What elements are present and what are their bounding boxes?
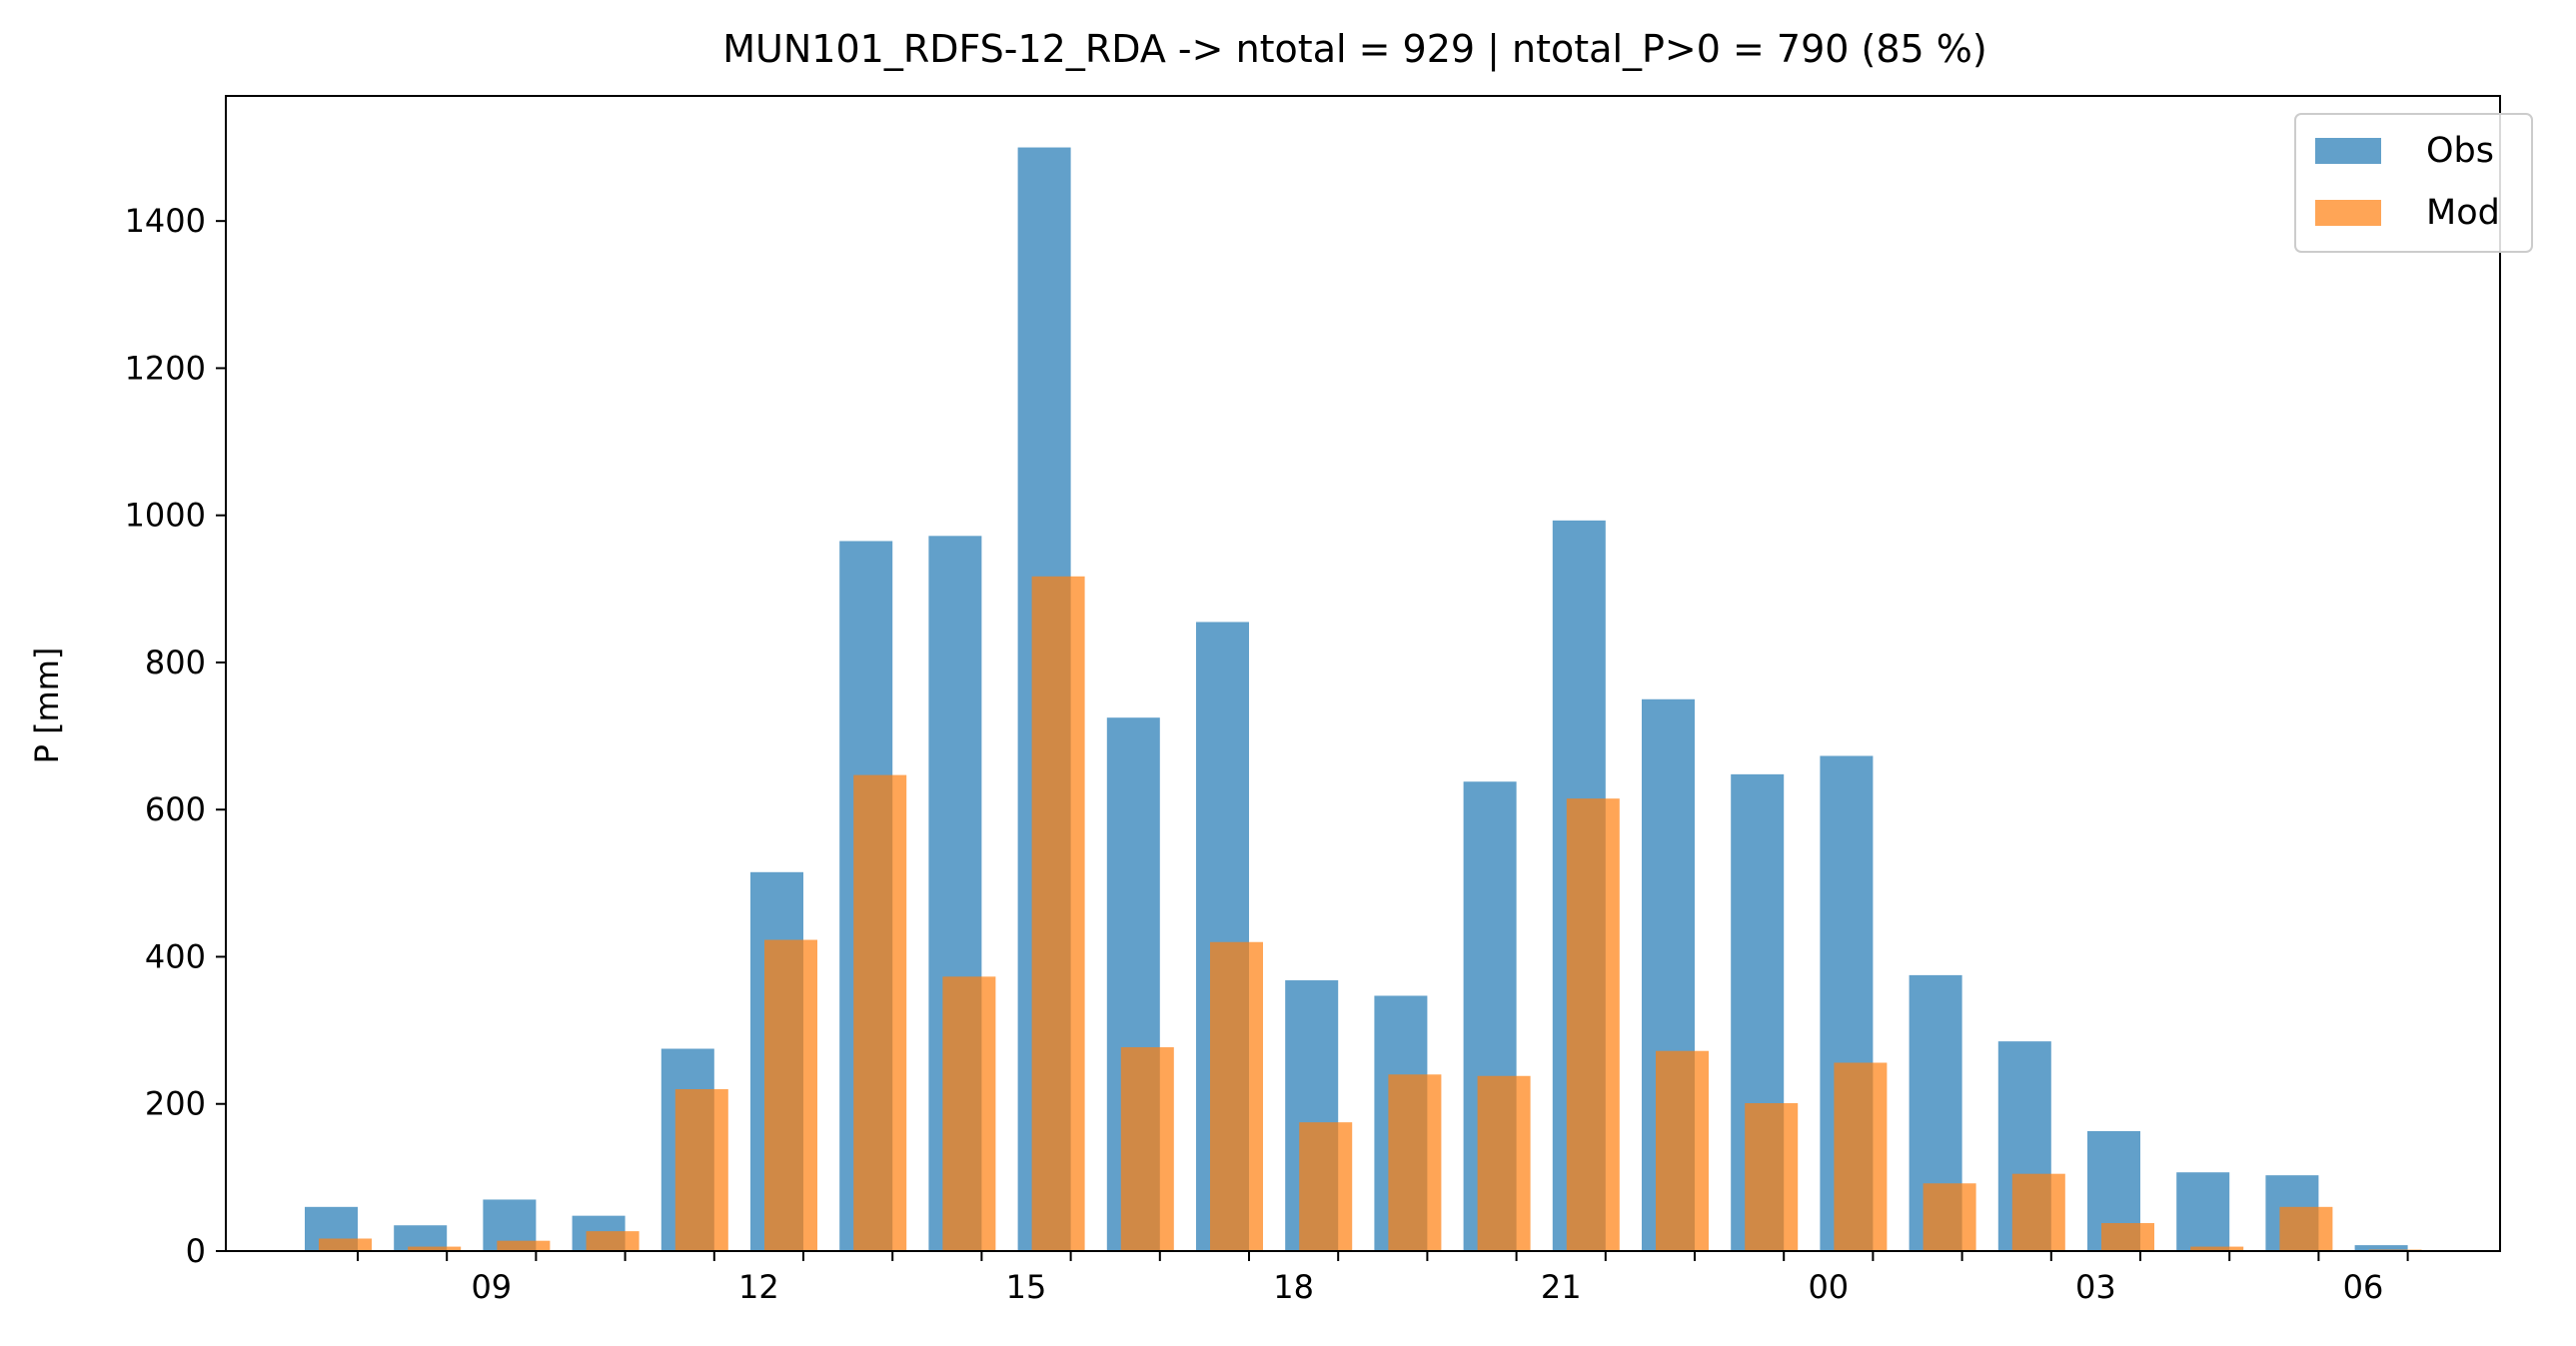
obs-bar xyxy=(2176,1172,2230,1251)
y-tick-label: 1000 xyxy=(125,497,206,535)
y-tick-label: 0 xyxy=(186,1232,206,1270)
legend-label-mod: Mod xyxy=(2426,193,2500,233)
mod-bar xyxy=(1923,1183,1976,1251)
x-tick-label: 03 xyxy=(2075,1268,2116,1306)
mod-bar xyxy=(1120,1047,1174,1251)
x-tick-label: 09 xyxy=(471,1268,512,1306)
plot-frame xyxy=(225,95,2501,1252)
obs-bar xyxy=(2354,1245,2408,1251)
y-tick-label: 800 xyxy=(145,644,206,681)
legend: Obs Mod xyxy=(2294,113,2533,253)
mod-bar xyxy=(1031,576,1085,1251)
x-tick-label: 06 xyxy=(2343,1268,2384,1306)
y-tick-label: 400 xyxy=(145,937,206,975)
mod-bar xyxy=(2101,1223,2154,1251)
mod-bar xyxy=(586,1231,640,1251)
mod-series xyxy=(319,576,2422,1251)
y-axis: 0 200 400 600 800 1000 1200 1400 xyxy=(125,202,226,1270)
x-tick-label: 15 xyxy=(1006,1268,1047,1306)
legend-label-obs: Obs xyxy=(2426,131,2494,171)
x-tick-label: 12 xyxy=(738,1268,779,1306)
mod-bar xyxy=(1834,1062,1888,1251)
y-tick-label: 1200 xyxy=(125,349,206,387)
x-axis: 09 12 15 18 21 00 03 06 xyxy=(357,1251,2409,1306)
mod-bar xyxy=(2011,1173,2065,1251)
mod-bar xyxy=(1477,1075,1531,1251)
mod-bar xyxy=(674,1089,728,1251)
mod-bar xyxy=(1388,1074,1442,1251)
mod-bar xyxy=(942,976,996,1251)
x-tick-label: 00 xyxy=(1808,1268,1849,1306)
mod-bar xyxy=(1745,1103,1799,1251)
chart-title: MUN101_RDFS-12_RDA -> ntotal = 929 | nto… xyxy=(722,27,1986,72)
mod-bar xyxy=(764,939,817,1251)
y-tick-label: 200 xyxy=(145,1085,206,1123)
mod-bar xyxy=(2190,1246,2244,1251)
mod-bar xyxy=(1210,941,1263,1251)
mod-bar xyxy=(1656,1050,1709,1251)
x-tick-label: 21 xyxy=(1541,1268,1582,1306)
mod-bar xyxy=(408,1246,462,1251)
mod-bar xyxy=(1566,798,1620,1251)
y-tick-label: 1400 xyxy=(125,202,206,240)
y-tick-label: 600 xyxy=(145,790,206,828)
legend-swatch-mod xyxy=(2315,200,2381,226)
y-axis-label: P [mm] xyxy=(28,648,66,764)
mod-bar xyxy=(1299,1122,1353,1251)
mod-bar xyxy=(853,774,907,1251)
legend-swatch-obs xyxy=(2315,138,2381,164)
x-tick-label: 18 xyxy=(1273,1268,1314,1306)
mod-bar xyxy=(319,1238,372,1251)
mod-bar xyxy=(497,1240,551,1251)
mod-bar xyxy=(2279,1206,2333,1251)
